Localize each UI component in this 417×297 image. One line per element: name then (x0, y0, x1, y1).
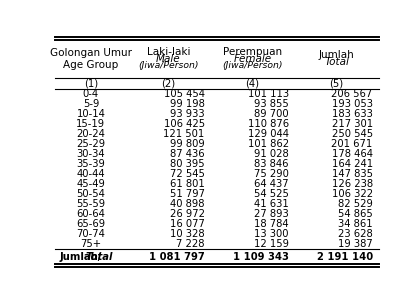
Text: 30-34: 30-34 (77, 149, 105, 159)
Text: 89 700: 89 700 (254, 109, 289, 119)
Text: 60-64: 60-64 (76, 209, 106, 219)
Text: 72 545: 72 545 (170, 169, 205, 179)
Text: 54 525: 54 525 (254, 189, 289, 199)
Text: 7 228: 7 228 (176, 239, 205, 249)
Text: 147 835: 147 835 (332, 169, 373, 179)
Text: 19 387: 19 387 (338, 239, 373, 249)
Text: (4): (4) (246, 78, 259, 89)
Text: 164 241: 164 241 (332, 159, 373, 169)
Text: 106 425: 106 425 (163, 119, 205, 129)
Text: (1): (1) (84, 78, 98, 89)
Text: Male: Male (156, 54, 181, 64)
Text: 75 290: 75 290 (254, 169, 289, 179)
Text: 26 972: 26 972 (170, 209, 205, 219)
Text: 12 159: 12 159 (254, 239, 289, 249)
Text: Golongan Umur
Age Group: Golongan Umur Age Group (50, 48, 132, 70)
Text: 5-9: 5-9 (83, 99, 99, 109)
Text: 25-29: 25-29 (76, 139, 106, 149)
Text: 51 797: 51 797 (170, 189, 205, 199)
Text: 101 862: 101 862 (248, 139, 289, 149)
Text: 101 113: 101 113 (248, 89, 289, 99)
Text: 75+: 75+ (80, 239, 101, 249)
Text: 50-54: 50-54 (76, 189, 106, 199)
Text: 178 464: 178 464 (332, 149, 373, 159)
Text: 110 876: 110 876 (248, 119, 289, 129)
Text: 0-4: 0-4 (83, 89, 99, 99)
Text: 34 861: 34 861 (338, 219, 373, 229)
Text: 1 081 797: 1 081 797 (149, 252, 205, 262)
Text: 121 501: 121 501 (163, 129, 205, 139)
Text: 64 437: 64 437 (254, 179, 289, 189)
Text: (Jiwa/Person): (Jiwa/Person) (222, 61, 283, 70)
Text: 23 628: 23 628 (338, 229, 373, 239)
Text: Jumlah/: Jumlah/ (59, 252, 102, 262)
Text: 35-39: 35-39 (76, 159, 106, 169)
Text: (2): (2) (161, 78, 176, 89)
Text: 82 529: 82 529 (338, 199, 373, 209)
Text: 65-69: 65-69 (76, 219, 106, 229)
Text: 217 301: 217 301 (332, 119, 373, 129)
Text: 54 865: 54 865 (338, 209, 373, 219)
Text: Total: Total (324, 57, 349, 67)
Text: 99 198: 99 198 (170, 99, 205, 109)
Text: 99 809: 99 809 (170, 139, 205, 149)
Text: 250 545: 250 545 (332, 129, 373, 139)
Text: Laki-laki: Laki-laki (147, 47, 190, 57)
Text: 126 238: 126 238 (332, 179, 373, 189)
Text: 16 077: 16 077 (170, 219, 205, 229)
Text: 93 855: 93 855 (254, 99, 289, 109)
Text: Perempuan: Perempuan (223, 47, 282, 57)
Text: 93 933: 93 933 (170, 109, 205, 119)
Text: 183 633: 183 633 (332, 109, 373, 119)
Text: 61 801: 61 801 (170, 179, 205, 189)
Text: 193 053: 193 053 (332, 99, 373, 109)
Text: 41 631: 41 631 (254, 199, 289, 209)
Text: 106 322: 106 322 (332, 189, 373, 199)
Text: 13 300: 13 300 (254, 229, 289, 239)
Text: (Jiwa/Person): (Jiwa/Person) (138, 61, 199, 70)
Text: 80 395: 80 395 (170, 159, 205, 169)
Text: Total: Total (86, 252, 113, 262)
Text: 27 893: 27 893 (254, 209, 289, 219)
Text: 20-24: 20-24 (76, 129, 106, 139)
Text: 18 784: 18 784 (254, 219, 289, 229)
Text: 2 191 140: 2 191 140 (317, 252, 373, 262)
Text: 91 028: 91 028 (254, 149, 289, 159)
Text: 40-44: 40-44 (77, 169, 105, 179)
Text: 105 454: 105 454 (163, 89, 205, 99)
Text: 206 567: 206 567 (332, 89, 373, 99)
Text: 201 671: 201 671 (332, 139, 373, 149)
Text: (5): (5) (329, 78, 344, 89)
Text: 10 328: 10 328 (170, 229, 205, 239)
Text: 15-19: 15-19 (76, 119, 106, 129)
Text: Female: Female (234, 54, 271, 64)
Text: 10-14: 10-14 (76, 109, 106, 119)
Text: 129 044: 129 044 (248, 129, 289, 139)
Text: 55-59: 55-59 (76, 199, 106, 209)
Text: 70-74: 70-74 (76, 229, 106, 239)
Text: Jumlah: Jumlah (319, 50, 354, 60)
Text: 40 898: 40 898 (170, 199, 205, 209)
Text: 45-49: 45-49 (76, 179, 106, 189)
Text: 87 436: 87 436 (170, 149, 205, 159)
Text: 1 109 343: 1 109 343 (233, 252, 289, 262)
Text: 83 846: 83 846 (254, 159, 289, 169)
